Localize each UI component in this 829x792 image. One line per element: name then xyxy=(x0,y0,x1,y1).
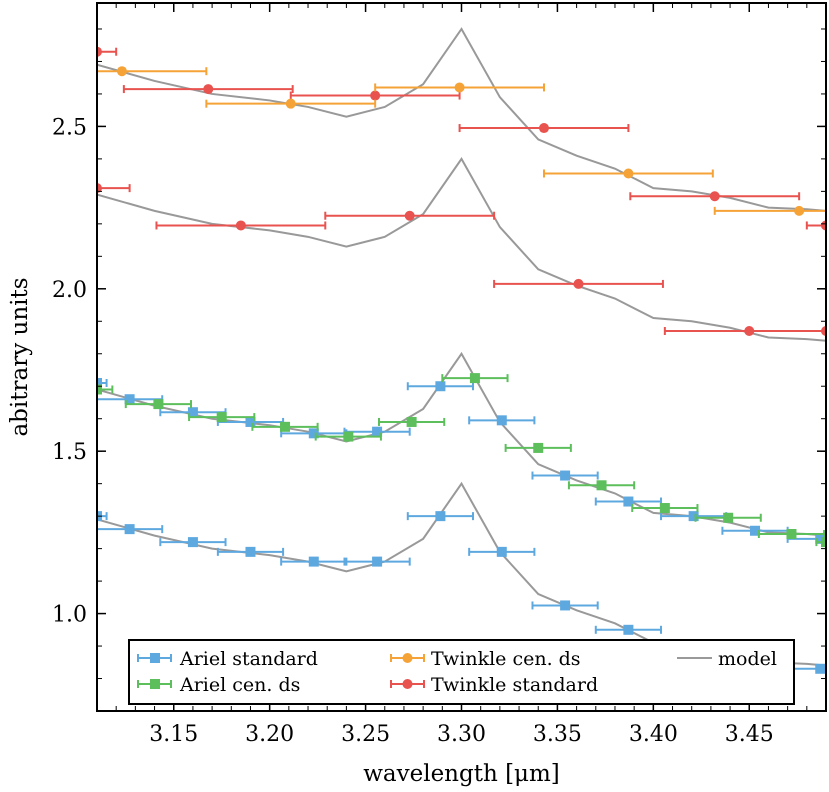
ariel_standard-point xyxy=(815,663,826,674)
legend-entry-ariel-standard: Ariel standard xyxy=(137,648,318,670)
legend-twinkle-standard-marker xyxy=(402,679,413,689)
twinkle_cen_ds-point xyxy=(454,82,465,93)
ariel_standard-point xyxy=(560,600,571,611)
series-ariel_standard-1 xyxy=(97,377,826,544)
ariel_cen_ds-point xyxy=(596,480,607,491)
legend-ariel-cen-ds-label: Ariel cen. ds xyxy=(179,674,300,696)
x-tick-label: 3.40 xyxy=(629,722,678,747)
legend-entry-twinkle-cen-ds: Twinkle cen. ds xyxy=(390,648,581,670)
twinkle_cen_ds-point xyxy=(794,205,805,216)
ariel_standard-point xyxy=(245,546,256,557)
legend-ariel-cen-ds-marker xyxy=(150,679,160,689)
twinkle_standard-point xyxy=(235,220,246,231)
ariel_cen_ds-point xyxy=(153,399,164,410)
ticks-layer: 3.15 3.20 3.25 3.30 3.35 3.40 3.45 1.0 1.5 2.0 2.5 xyxy=(52,3,827,747)
x-tick-label: 3.35 xyxy=(533,722,582,747)
ariel_standard-point xyxy=(97,377,102,388)
legend-twinkle-cen-ds-label: Twinkle cen. ds xyxy=(431,648,581,670)
x-tick-label: 3.45 xyxy=(725,722,774,747)
twinkle_standard-point xyxy=(203,84,214,95)
series-ariel_cen_ds-2 xyxy=(97,373,826,548)
ariel_cen_ds-point xyxy=(406,416,417,427)
ariel_standard-point xyxy=(750,525,761,536)
ariel_standard-point xyxy=(496,415,507,426)
twinkle_standard-point xyxy=(573,278,584,289)
legend-entry-twinkle-standard: Twinkle standard xyxy=(390,674,598,696)
ariel_cen_ds-point xyxy=(786,529,797,539)
ariel_standard-point xyxy=(623,624,634,635)
ariel_standard-point xyxy=(623,496,634,507)
x-tick-label: 3.20 xyxy=(245,722,294,747)
series-twinkle_standard-3 xyxy=(97,183,826,337)
legend-ariel-standard-marker xyxy=(150,653,160,663)
ariel_standard-point xyxy=(496,546,507,557)
legend-twinkle-standard-label: Twinkle standard xyxy=(431,674,598,696)
twinkle_standard-point xyxy=(821,326,826,337)
legend-frame xyxy=(128,639,795,705)
model-line-2 xyxy=(97,157,826,342)
ariel_standard-point xyxy=(187,537,198,548)
y-axis-title: abitrary units xyxy=(7,277,33,436)
series-twinkle_cen_ds-5 xyxy=(97,66,826,216)
ariel_cen_ds-point xyxy=(821,537,826,548)
series-twinkle_standard-4 xyxy=(97,46,826,231)
x-axis-title: wavelength [μm] xyxy=(363,761,560,787)
twinkle_standard-point xyxy=(744,326,755,337)
y-tick-label: 1.5 xyxy=(52,440,87,465)
ariel_standard-point xyxy=(372,556,383,567)
x-tick-label: 3.15 xyxy=(149,722,198,747)
model-line-0 xyxy=(97,481,826,667)
ariel_cen_ds-point xyxy=(533,442,544,453)
model-line-3 xyxy=(97,27,826,212)
ariel_cen_ds-point xyxy=(469,373,480,384)
ariel_standard-point xyxy=(245,416,256,427)
twinkle_cen_ds-point xyxy=(285,98,296,109)
ariel_standard-point xyxy=(435,381,446,392)
ariel_standard-point xyxy=(435,511,446,522)
twinkle_standard-point xyxy=(404,210,415,221)
ariel_standard-point xyxy=(372,426,383,437)
legend-entry-model: model xyxy=(677,648,777,670)
ariel_cen_ds-point xyxy=(659,503,670,514)
ariel_cen_ds-point xyxy=(343,431,354,442)
data-layer xyxy=(97,27,826,674)
x-tick-label: 3.25 xyxy=(341,722,390,747)
y-tick-label: 2.5 xyxy=(52,115,87,140)
twinkle_standard-point xyxy=(370,90,381,101)
twinkle_standard-point xyxy=(538,123,549,134)
twinkle_standard-point xyxy=(97,46,102,57)
ariel_cen_ds-point xyxy=(97,384,102,395)
ariel_standard-point xyxy=(124,524,135,535)
twinkle_cen_ds-point xyxy=(116,66,127,77)
legend-entry-ariel-cen-ds: Ariel cen. ds xyxy=(137,674,300,696)
twinkle_standard-point xyxy=(97,183,102,194)
twinkle_standard-point xyxy=(709,191,720,202)
twinkle_standard-point xyxy=(821,220,826,231)
ariel_standard-point xyxy=(187,407,198,418)
model-line-1 xyxy=(97,351,826,537)
legend-model-label: model xyxy=(718,648,777,670)
plot-frame xyxy=(96,2,827,712)
legend: Ariel standard Ariel cen. ds Twinkle cen… xyxy=(128,639,795,705)
x-tick-label: 3.30 xyxy=(437,722,486,747)
twinkle_cen_ds-point xyxy=(623,168,634,179)
y-tick-label: 1.0 xyxy=(52,603,87,628)
ariel_standard-point xyxy=(124,394,135,405)
ariel_cen_ds-point xyxy=(723,512,734,523)
ariel_standard-point xyxy=(308,556,319,567)
ariel_standard-point xyxy=(688,511,699,522)
ariel_cen_ds-point xyxy=(280,421,291,432)
legend-ariel-standard-label: Ariel standard xyxy=(179,648,318,670)
ariel_cen_ds-point xyxy=(216,412,227,423)
ariel_standard-point xyxy=(308,428,319,439)
legend-twinkle-cen-ds-marker xyxy=(402,653,413,663)
ariel_standard-point xyxy=(815,533,826,544)
y-tick-label: 2.0 xyxy=(52,278,87,303)
ariel_standard-point xyxy=(560,470,571,481)
